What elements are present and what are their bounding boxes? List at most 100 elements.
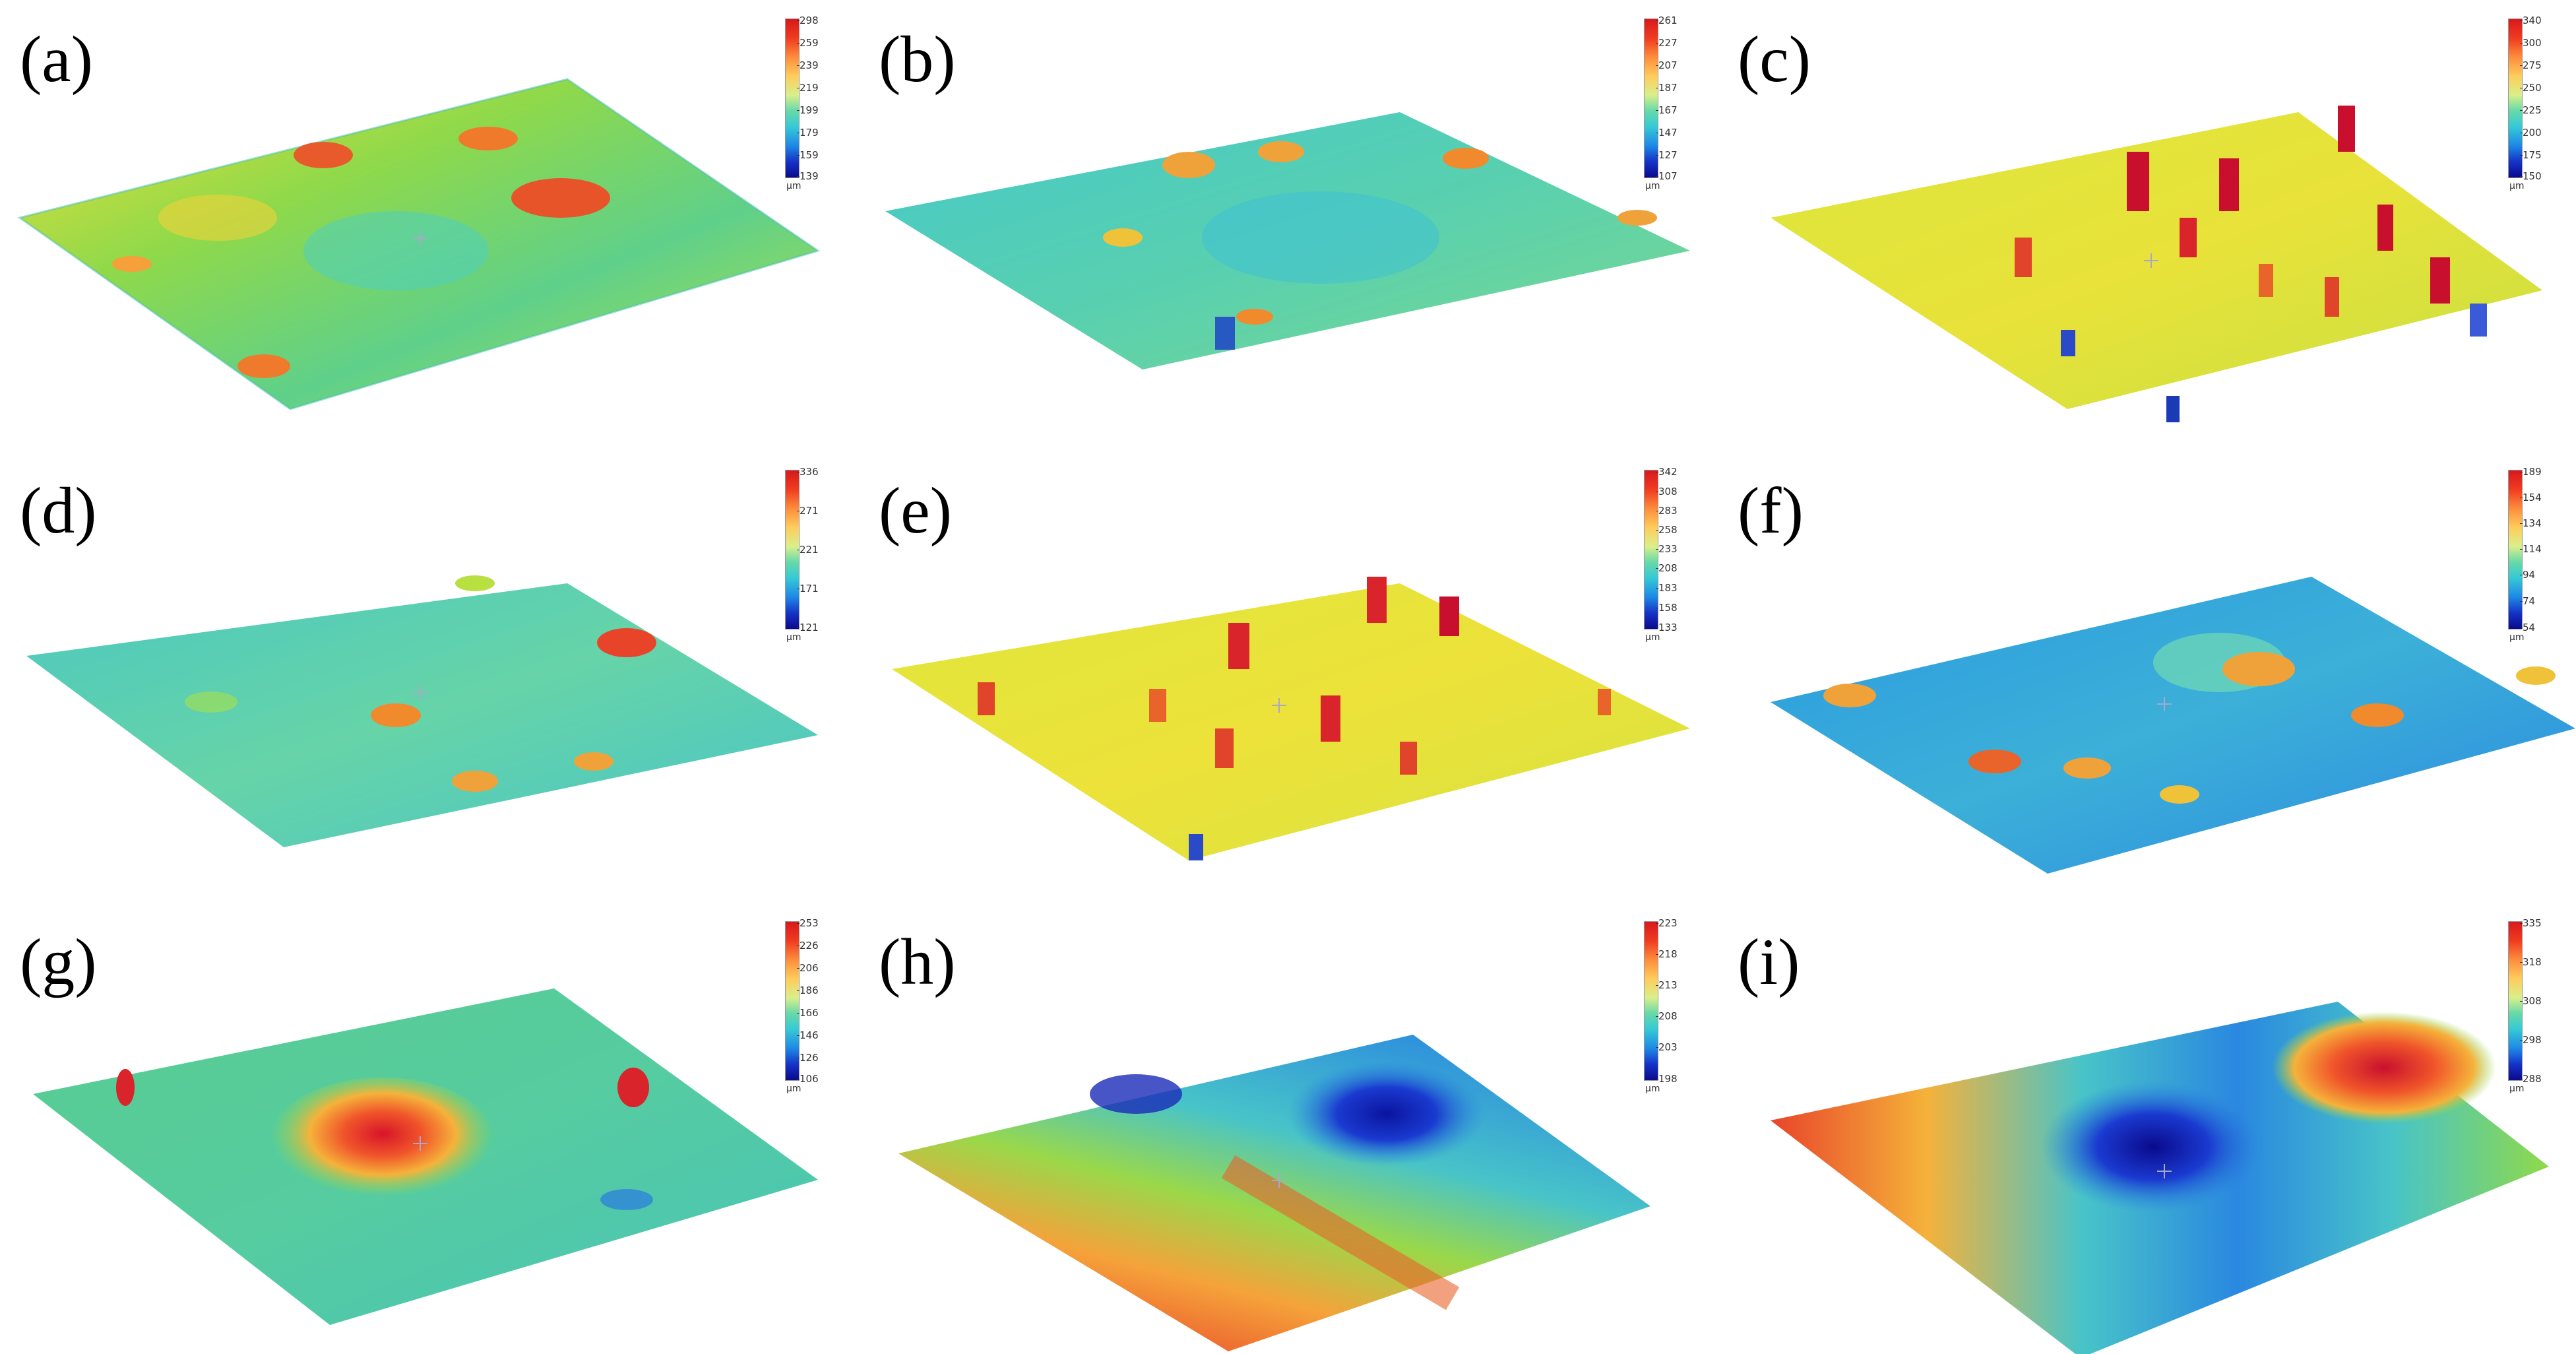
- panel-label-c: (c): [1738, 22, 1811, 96]
- colorbar-unit: µm: [786, 181, 801, 191]
- colorbar-tick: 342: [1656, 466, 1678, 478]
- colorbar-tick: 340: [2520, 15, 2542, 26]
- colorbar-tick: 200: [2520, 127, 2542, 139]
- colorbar-tick: 183: [1656, 582, 1678, 594]
- colorbar-tick: 208: [1656, 562, 1678, 574]
- panel-label-b: (b): [879, 22, 956, 96]
- colorbar-unit: µm: [2509, 632, 2525, 643]
- panel-label-i: (i): [1738, 925, 1800, 998]
- surface-plot-h: [898, 1035, 1650, 1351]
- surface-plot-c: [1771, 106, 2542, 422]
- panel-label-f: (f): [1738, 474, 1804, 547]
- colorbar-tick: 158: [1656, 602, 1678, 614]
- colorbar-tick: 213: [1656, 979, 1678, 991]
- colorbar-strip: [2508, 470, 2523, 629]
- colorbar-a: 298 259 239 219 199 179 159 139 µm: [785, 15, 844, 203]
- panel-c: (c) 340 300 275 250 225 200 175 150 µm: [1718, 0, 2575, 451]
- colorbar-tick: 261: [1656, 15, 1678, 26]
- colorbar-tick: 275: [2520, 59, 2542, 71]
- surface-plot-i: [1771, 1002, 2549, 1354]
- colorbar-tick: 107: [1656, 170, 1678, 182]
- center-crosshair-icon: [413, 1136, 427, 1151]
- colorbar-tick: 239: [797, 59, 819, 71]
- panel-i: (i) 335 318 308 298 288 µm: [1718, 903, 2575, 1354]
- colorbar-unit: µm: [1645, 1083, 1660, 1094]
- colorbar-tick: 139: [797, 170, 819, 182]
- panel-b: (b) 261 227 207 187 167 147 127 107 µm: [859, 0, 1716, 451]
- colorbar-tick: 223: [1656, 917, 1678, 929]
- colorbar-tick: 208: [1656, 1010, 1678, 1022]
- colorbar-tick: 134: [2520, 517, 2542, 529]
- colorbar-tick: 189: [2520, 466, 2542, 478]
- colorbar-tick: 283: [1656, 505, 1678, 517]
- colorbar-tick: 147: [1656, 127, 1678, 139]
- colorbar-strip: [2508, 18, 2523, 178]
- colorbar-tick: 253: [797, 917, 819, 929]
- colorbar-tick: 154: [2520, 492, 2542, 503]
- colorbar-tick: 126: [797, 1052, 819, 1064]
- surface-plot-g: [33, 988, 818, 1325]
- colorbar-tick: 199: [797, 104, 819, 116]
- colorbar-tick: 298: [797, 15, 819, 26]
- colorbar-tick: 175: [2520, 149, 2542, 161]
- colorbar-tick: 54: [2519, 622, 2536, 633]
- colorbar-tick: 221: [797, 544, 819, 556]
- colorbar-tick: 203: [1656, 1041, 1678, 1053]
- colorbar-tick: 226: [797, 940, 819, 951]
- colorbar-tick: 225: [2520, 104, 2542, 116]
- colorbar-strip: [1644, 18, 1658, 178]
- colorbar-unit: µm: [2509, 181, 2525, 191]
- colorbar-strip: [785, 18, 800, 178]
- colorbar-strip: [1644, 921, 1658, 1081]
- colorbar-b: 261 227 207 187 167 147 127 107 µm: [1644, 15, 1703, 203]
- colorbar-tick: 308: [1656, 486, 1678, 498]
- panel-h: (h) 223 218 213 208 203 198 µm: [859, 903, 1716, 1354]
- colorbar-i: 335 318 308 298 288 µm: [2508, 917, 2567, 1106]
- colorbar-strip: [785, 921, 800, 1081]
- colorbar-tick: 150: [2520, 170, 2542, 182]
- panel-a: (a) 298 259 239 219 199 179 159 139 µm: [0, 0, 858, 451]
- colorbar-tick: 233: [1656, 543, 1678, 555]
- surface-plot-f: [1771, 577, 2575, 874]
- panel-label-g: (g): [20, 925, 97, 998]
- colorbar-unit: µm: [2509, 1083, 2525, 1094]
- panel-f: (f) 189 154 134 114 94 74 54 µm: [1718, 451, 2575, 903]
- colorbar-tick: 187: [1656, 82, 1678, 94]
- colorbar-tick: 127: [1656, 149, 1678, 161]
- center-crosshair-icon: [2157, 697, 2172, 711]
- panel-e: (e) 342 308 283 258 233 208 183 158 133 …: [859, 451, 1716, 903]
- colorbar-tick: 159: [797, 149, 819, 161]
- colorbar-tick: 300: [2520, 37, 2542, 49]
- colorbar-tick: 121: [797, 622, 819, 633]
- panel-label-e: (e): [879, 474, 952, 547]
- colorbar-strip: [1644, 470, 1658, 629]
- colorbar-c: 340 300 275 250 225 200 175 150 µm: [2508, 15, 2567, 203]
- colorbar-tick: 171: [797, 583, 819, 595]
- colorbar-tick: 207: [1656, 59, 1678, 71]
- colorbar-f: 189 154 134 114 94 74 54 µm: [2508, 466, 2567, 655]
- colorbar-e: 342 308 283 258 233 208 183 158 133 µm: [1644, 466, 1703, 655]
- colorbar-unit: µm: [786, 632, 801, 643]
- center-crosshair-icon: [1272, 698, 1286, 713]
- colorbar-unit: µm: [1645, 632, 1660, 643]
- colorbar-tick: 259: [797, 37, 819, 49]
- colorbar-tick: 271: [797, 505, 819, 517]
- center-crosshair-icon: [413, 685, 427, 699]
- colorbar-tick: 335: [2520, 917, 2542, 929]
- colorbar-tick: 250: [2520, 82, 2542, 94]
- surface-plot-a: [17, 78, 821, 410]
- panel-d: (d) 336 271 221 171 121 µm: [0, 451, 858, 903]
- colorbar-d: 336 271 221 171 121 µm: [785, 467, 844, 655]
- panel-label-d: (d): [20, 474, 97, 547]
- colorbar-tick: 206: [797, 962, 819, 974]
- colorbar-tick: 94: [2519, 569, 2536, 581]
- panel-label-a: (a): [20, 22, 93, 96]
- colorbar-g: 253 226 206 186 166 146 126 106 µm: [785, 917, 844, 1106]
- colorbar-tick: 114: [2520, 543, 2542, 555]
- colorbar-tick: 219: [797, 82, 819, 94]
- colorbar-tick: 258: [1656, 524, 1678, 536]
- surface-plot-e: [892, 577, 1690, 860]
- surface-plot-d: [26, 575, 818, 847]
- colorbar-tick: 146: [797, 1029, 819, 1041]
- center-crosshair-icon: [1272, 1173, 1286, 1188]
